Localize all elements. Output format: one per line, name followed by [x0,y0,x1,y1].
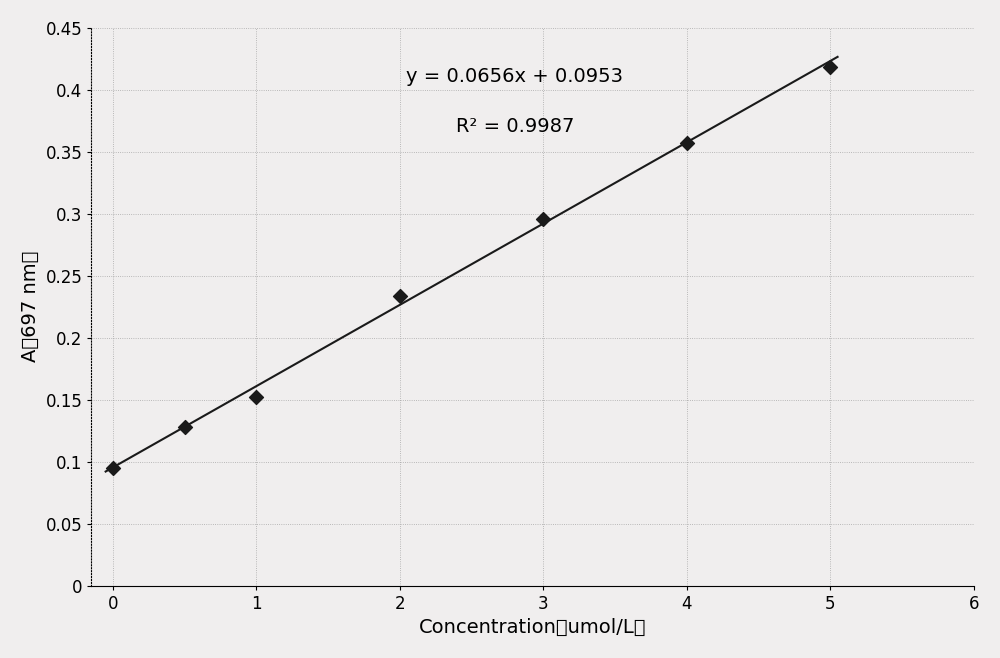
Point [535,213,551,224]
Y-axis label: A（697 nm）: A（697 nm） [21,251,40,363]
Point [822,63,838,73]
Point [392,290,408,301]
X-axis label: Concentration（umol/L）: Concentration（umol/L） [419,618,646,637]
Point [248,392,264,403]
Point [679,138,695,148]
Point [105,463,121,473]
Text: y = 0.0656x + 0.0953: y = 0.0656x + 0.0953 [406,67,623,86]
Text: R² = 0.9987: R² = 0.9987 [456,117,574,136]
Point [177,422,193,432]
